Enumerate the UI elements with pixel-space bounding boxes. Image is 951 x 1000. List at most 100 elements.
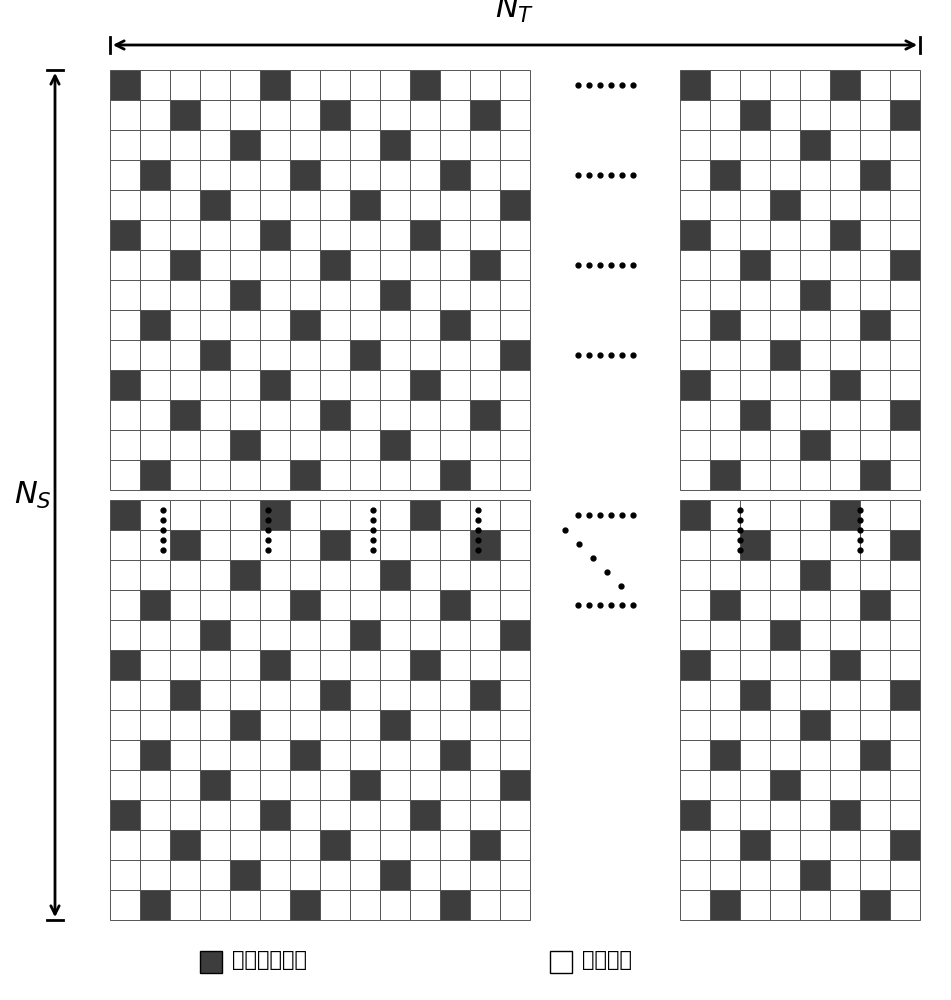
- Bar: [170, 70, 200, 100]
- Bar: [260, 370, 290, 400]
- Bar: [710, 460, 740, 490]
- Bar: [830, 250, 860, 280]
- Bar: [320, 890, 350, 920]
- Bar: [860, 740, 890, 770]
- Bar: [200, 130, 230, 160]
- Bar: [710, 310, 740, 340]
- Bar: [470, 680, 500, 710]
- Bar: [680, 530, 710, 560]
- Bar: [320, 590, 350, 620]
- Bar: [140, 400, 170, 430]
- Bar: [260, 310, 290, 340]
- Bar: [230, 800, 260, 830]
- Bar: [740, 650, 770, 680]
- Bar: [500, 650, 530, 680]
- Bar: [290, 130, 320, 160]
- Bar: [470, 250, 500, 280]
- Bar: [860, 160, 890, 190]
- Bar: [110, 340, 140, 370]
- Bar: [890, 710, 920, 740]
- Bar: [890, 370, 920, 400]
- Bar: [740, 160, 770, 190]
- Bar: [140, 710, 170, 740]
- Bar: [740, 560, 770, 590]
- Bar: [110, 130, 140, 160]
- Bar: [680, 460, 710, 490]
- Bar: [230, 500, 260, 530]
- Bar: [110, 740, 140, 770]
- Bar: [710, 620, 740, 650]
- Bar: [770, 70, 800, 100]
- Bar: [440, 70, 470, 100]
- Bar: [500, 100, 530, 130]
- Bar: [680, 220, 710, 250]
- Bar: [740, 860, 770, 890]
- Bar: [410, 890, 440, 920]
- Bar: [710, 400, 740, 430]
- Bar: [170, 430, 200, 460]
- Bar: [440, 560, 470, 590]
- Bar: [500, 560, 530, 590]
- Bar: [500, 430, 530, 460]
- Bar: [410, 740, 440, 770]
- Bar: [710, 590, 740, 620]
- Bar: [320, 770, 350, 800]
- Bar: [200, 500, 230, 530]
- Bar: [890, 590, 920, 620]
- Bar: [140, 560, 170, 590]
- Bar: [830, 130, 860, 160]
- Bar: [170, 590, 200, 620]
- Bar: [890, 830, 920, 860]
- Bar: [470, 400, 500, 430]
- Bar: [830, 710, 860, 740]
- Bar: [410, 500, 440, 530]
- Bar: [410, 250, 440, 280]
- Bar: [770, 530, 800, 560]
- Bar: [320, 860, 350, 890]
- Bar: [290, 650, 320, 680]
- Bar: [440, 370, 470, 400]
- Bar: [440, 310, 470, 340]
- Bar: [230, 220, 260, 250]
- Bar: [230, 560, 260, 590]
- Bar: [770, 430, 800, 460]
- Bar: [770, 800, 800, 830]
- Bar: [290, 220, 320, 250]
- Bar: [500, 710, 530, 740]
- Bar: [140, 70, 170, 100]
- Bar: [200, 530, 230, 560]
- Bar: [290, 370, 320, 400]
- Bar: [740, 740, 770, 770]
- Bar: [440, 710, 470, 740]
- Bar: [200, 160, 230, 190]
- Bar: [260, 430, 290, 460]
- Bar: [380, 620, 410, 650]
- Bar: [500, 280, 530, 310]
- Bar: [350, 770, 380, 800]
- Bar: [800, 160, 830, 190]
- Bar: [200, 590, 230, 620]
- Bar: [230, 680, 260, 710]
- Bar: [440, 800, 470, 830]
- Bar: [290, 500, 320, 530]
- Bar: [740, 620, 770, 650]
- Bar: [230, 650, 260, 680]
- Bar: [410, 800, 440, 830]
- Bar: [410, 860, 440, 890]
- Bar: [500, 680, 530, 710]
- Bar: [740, 130, 770, 160]
- Bar: [470, 740, 500, 770]
- Bar: [500, 620, 530, 650]
- Bar: [680, 770, 710, 800]
- Bar: [710, 190, 740, 220]
- Bar: [410, 280, 440, 310]
- Bar: [710, 770, 740, 800]
- Bar: [440, 530, 470, 560]
- Bar: [380, 400, 410, 430]
- Text: $N_T$: $N_T$: [495, 0, 534, 25]
- Bar: [110, 400, 140, 430]
- Bar: [890, 70, 920, 100]
- Bar: [350, 460, 380, 490]
- Bar: [860, 680, 890, 710]
- Bar: [380, 70, 410, 100]
